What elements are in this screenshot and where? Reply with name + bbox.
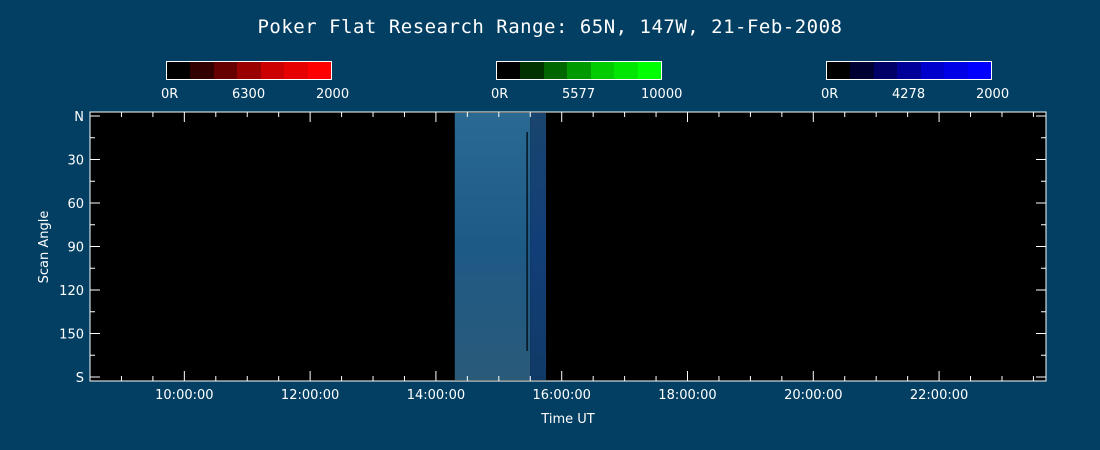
green-colorbar-segment <box>497 62 521 79</box>
green-colorbar-wavelength-label: 5577 <box>562 87 596 102</box>
green-colorbar-segment <box>543 62 568 79</box>
red-colorbar-segment <box>284 62 308 79</box>
x-axis-label: Time UT <box>540 412 594 427</box>
blue-colorbar-min-label: 0R <box>821 87 839 102</box>
red-colorbar-segment <box>190 62 214 79</box>
x-tick-label: 22:00:00 <box>910 388 968 403</box>
red-colorbar-wavelength-label: 6300 <box>232 87 266 102</box>
x-tick-label: 16:00:00 <box>533 388 591 403</box>
blue-colorbar <box>826 61 992 80</box>
red-colorbar-min-label: 0R <box>161 87 179 102</box>
x-tick-label: 12:00:00 <box>281 388 339 403</box>
green-colorbar-segment <box>614 62 638 79</box>
x-tick-label: 18:00:00 <box>658 388 716 403</box>
x-tick-label: 10:00:00 <box>155 388 213 403</box>
blue-colorbar-max-label: 2000 <box>976 87 1010 102</box>
red-colorbar-max-label: 2000 <box>316 87 350 102</box>
y-tick-label: S <box>76 371 84 386</box>
emission-segment <box>530 113 546 380</box>
red-colorbar-segment <box>260 62 285 79</box>
red-colorbar-segment <box>213 62 238 79</box>
y-tick-label: 30 <box>67 154 84 169</box>
red-colorbar-segment <box>167 62 191 79</box>
emission-segment <box>454 113 531 380</box>
green-colorbar <box>496 61 662 80</box>
page-title: Poker Flat Research Range: 65N, 147W, 21… <box>257 16 843 38</box>
y-tick-label: 60 <box>67 197 84 212</box>
y-tick-label: 90 <box>67 241 84 256</box>
green-colorbar-segment <box>637 62 661 79</box>
blue-colorbar-segment <box>897 62 921 79</box>
green-colorbar-segment <box>590 62 615 79</box>
y-tick-label: 120 <box>59 284 84 299</box>
x-tick-label: 20:00:00 <box>784 388 842 403</box>
green-colorbar-max-label: 10000 <box>641 87 683 102</box>
blue-colorbar-segment <box>920 62 945 79</box>
plot-area <box>90 112 1046 381</box>
x-tick-label: 14:00:00 <box>407 388 465 403</box>
red-colorbar <box>166 61 332 80</box>
red-colorbar-segment <box>237 62 261 79</box>
y-axis-label: Scan Angle <box>37 211 52 284</box>
green-colorbar-segment <box>567 62 591 79</box>
y-tick-label: 150 <box>59 328 84 343</box>
blue-colorbar-segment <box>827 62 851 79</box>
y-tick-label: N <box>74 110 84 125</box>
blue-colorbar-wavelength-label: 4278 <box>892 87 926 102</box>
blue-colorbar-segment <box>967 62 991 79</box>
blue-colorbar-segment <box>873 62 898 79</box>
blue-colorbar-segment <box>944 62 968 79</box>
red-colorbar-segment <box>307 62 331 79</box>
green-colorbar-min-label: 0R <box>491 87 509 102</box>
green-colorbar-segment <box>520 62 544 79</box>
blue-colorbar-segment <box>850 62 874 79</box>
